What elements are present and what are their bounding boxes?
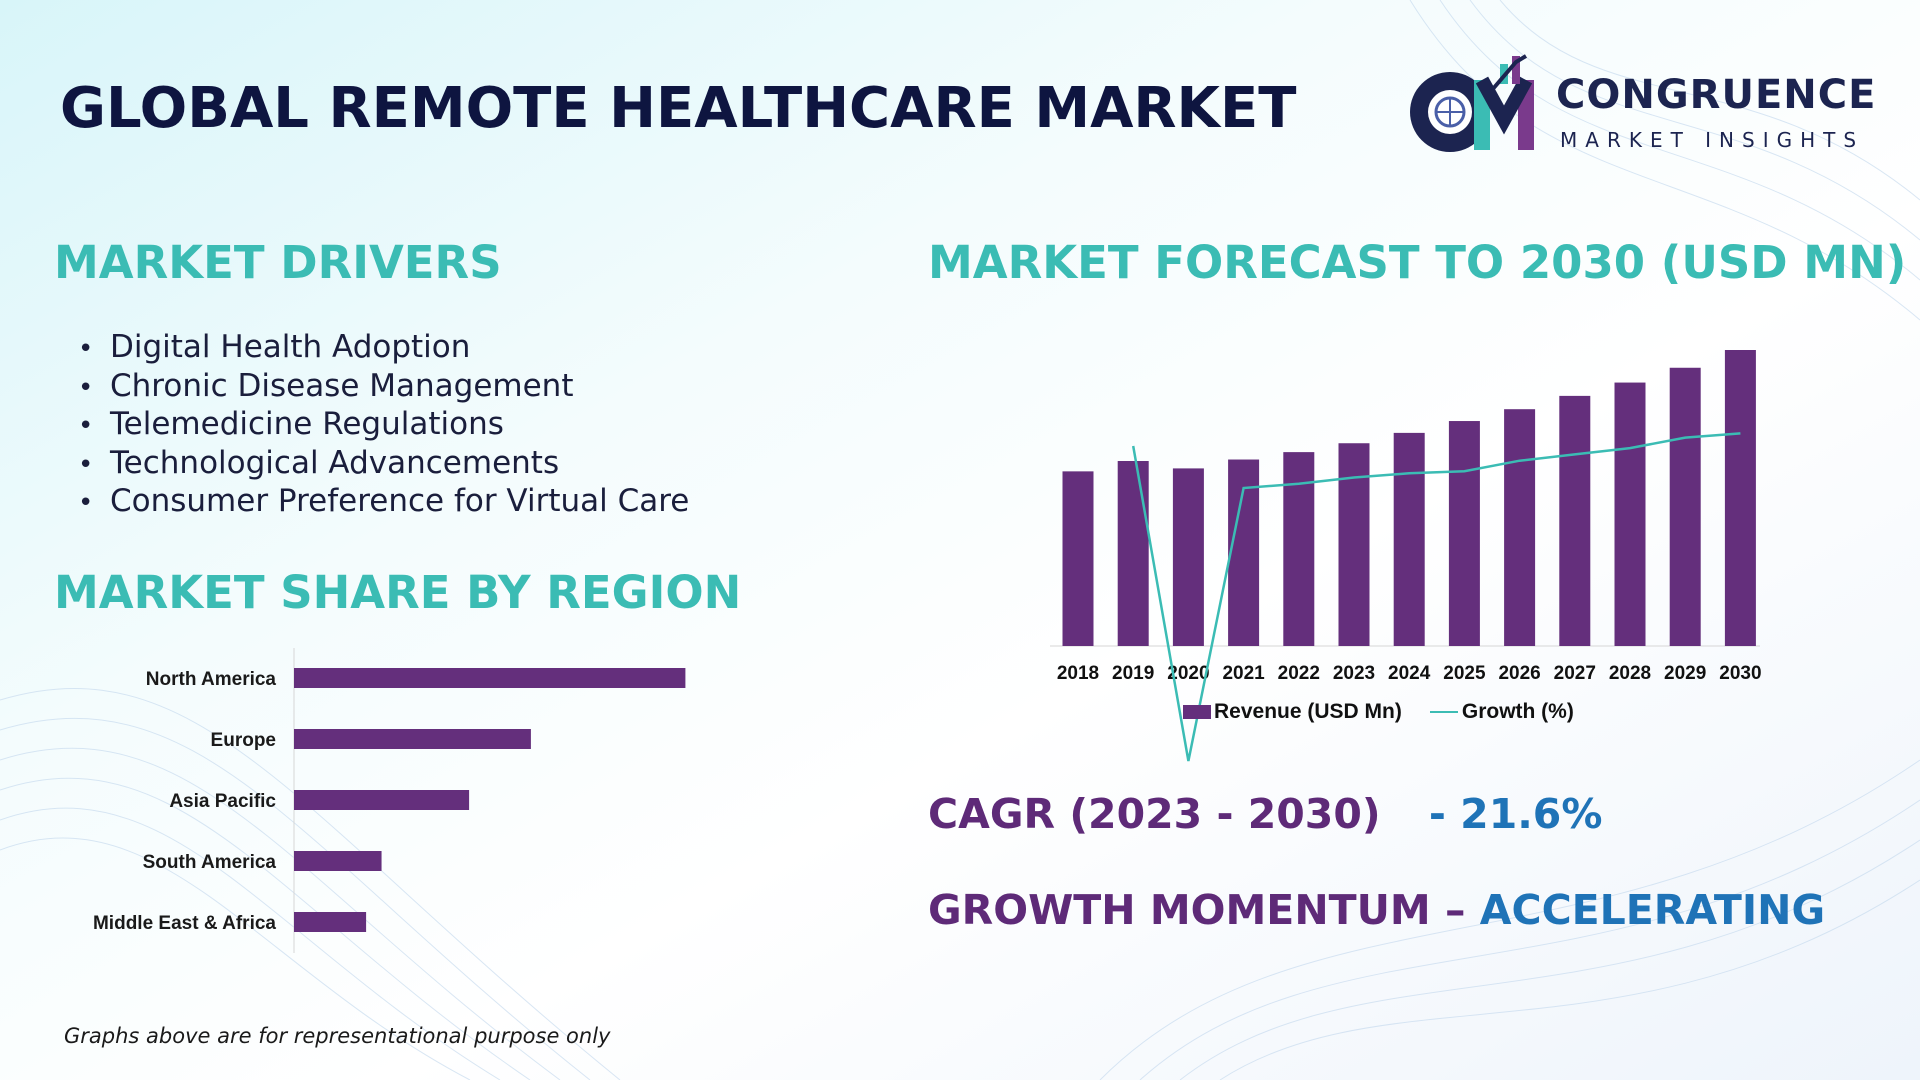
region-bar: [294, 668, 686, 688]
driver-label: Chronic Disease Management: [110, 367, 574, 404]
forecast-bar: [1724, 350, 1756, 646]
forecast-bar: [1062, 471, 1094, 646]
cagr-label: CAGR (2023 - 2030): [928, 790, 1381, 838]
forecast-bar: [1283, 452, 1315, 646]
forecast-tick-label: 2026: [1498, 663, 1540, 684]
bullet-icon: •: [78, 372, 94, 403]
forecast-tick-label: 2021: [1222, 663, 1265, 684]
list-item: • Telemedicine Regulations: [78, 405, 689, 444]
drivers-heading: MARKET DRIVERS: [54, 236, 502, 289]
driver-label: Consumer Preference for Virtual Care: [110, 483, 690, 519]
logo-subtitle: MARKET INSIGHTS: [1560, 128, 1865, 152]
region-heading: MARKET SHARE BY REGION: [54, 566, 742, 619]
region-bar: [294, 851, 382, 871]
forecast-tick-label: 2023: [1333, 663, 1375, 684]
driver-label: Technological Advancements: [110, 444, 560, 481]
drivers-list: • Digital Health Adoption • Chronic Diseas…: [78, 328, 689, 521]
forecast-bar: [1338, 443, 1370, 646]
bullet-icon: •: [78, 411, 94, 441]
page-title: GLOBAL REMOTE HEALTHCARE MARKET: [60, 76, 1297, 141]
forecast-heading: MARKET FORECAST TO 2030 (USD MN): [928, 236, 1907, 289]
region-bar: [294, 912, 367, 932]
region-bar: [294, 790, 470, 810]
bullet-icon: •: [78, 449, 94, 480]
region-tick-label: Middle East & Africa: [93, 913, 276, 934]
legend-revenue-swatch: [1183, 705, 1211, 719]
legend-revenue-label: Revenue (USD Mn): [1214, 700, 1402, 723]
forecast-tick-label: 2024: [1388, 663, 1431, 684]
legend-growth-swatch: [1429, 711, 1458, 713]
logo-mark-icon: [1410, 54, 1534, 152]
momentum-label: GROWTH MOMENTUM –: [928, 886, 1466, 934]
cagr-line: CAGR (2023 - 2030) - 21.6%: [928, 790, 1602, 838]
forecast-legend: Revenue (USD Mn) Growth (%): [1183, 697, 1574, 727]
forecast-bar: [1117, 461, 1149, 646]
legend-growth-label: Growth (%): [1461, 700, 1574, 723]
forecast-bar: [1172, 468, 1204, 646]
forecast-tick-label: 2022: [1278, 663, 1320, 684]
list-item: • Digital Health Adoption: [78, 328, 689, 367]
forecast-tick-label: 2025: [1443, 663, 1486, 684]
bullet-icon: •: [78, 488, 94, 518]
region-tick-label: Asia Pacific: [169, 791, 276, 812]
forecast-tick-label: 2029: [1664, 663, 1706, 684]
forecast-bar: [1614, 382, 1646, 646]
region-bar: [294, 729, 531, 749]
forecast-bar: [1559, 395, 1591, 646]
forecast-bar: [1393, 432, 1425, 646]
region-tick-label: South America: [143, 852, 277, 873]
company-logo: CONGRUENCE MARKET INSIGHTS: [1400, 50, 1880, 160]
footnote: Graphs above are for representational pu…: [64, 1024, 611, 1048]
forecast-tick-label: 2019: [1112, 663, 1154, 684]
list-item: • Chronic Disease Management: [78, 367, 689, 406]
momentum-line: GROWTH MOMENTUM – ACCELERATING: [928, 886, 1825, 934]
list-item: • Technological Advancements: [78, 444, 689, 483]
forecast-tick-label: 2018: [1057, 663, 1099, 684]
driver-label: Telemedicine Regulations: [110, 406, 504, 442]
forecast-bar: [1669, 367, 1701, 646]
forecast-tick-label: 2028: [1609, 663, 1651, 684]
list-item: • Consumer Preference for Virtual Care: [78, 482, 689, 521]
region-tick-label: Europe: [211, 730, 276, 751]
bullet-icon: •: [78, 334, 94, 364]
region-tick-label: North America: [146, 669, 277, 690]
logo-name: CONGRUENCE: [1556, 72, 1877, 118]
cagr-value: - 21.6%: [1428, 790, 1603, 838]
forecast-bar: [1448, 421, 1480, 646]
forecast-tick-label: 2027: [1554, 663, 1596, 684]
forecast-tick-label: 2030: [1719, 663, 1761, 684]
forecast-bar: [1504, 409, 1536, 646]
forecast-tick-label: 2020: [1167, 663, 1209, 684]
momentum-value: ACCELERATING: [1479, 886, 1826, 934]
driver-label: Digital Health Adoption: [110, 329, 471, 365]
growth-line: [1131, 432, 1741, 762]
